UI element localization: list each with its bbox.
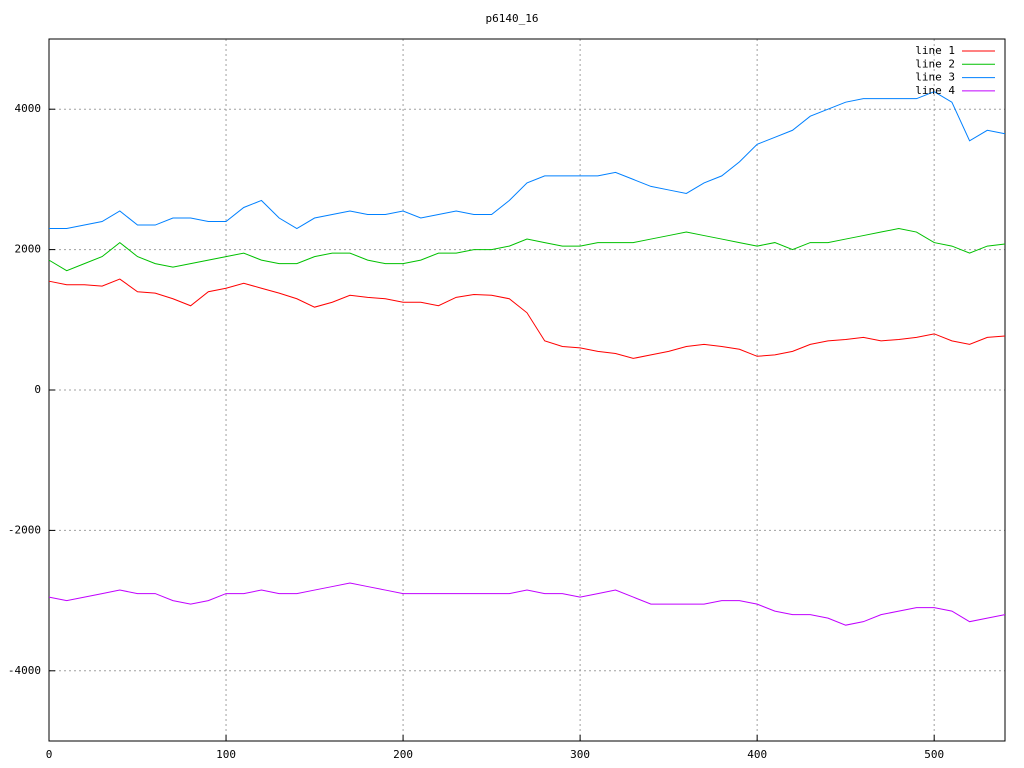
legend-label: line 4 [915, 84, 955, 97]
legend-label: line 1 [915, 44, 955, 57]
x-tick-label: 500 [924, 748, 944, 761]
y-tick-label: 4000 [15, 102, 42, 115]
plot-border [48, 38, 1006, 742]
data-line [49, 91, 1006, 230]
y-tick-label: -2000 [8, 523, 41, 536]
legend-label: line 2 [915, 57, 955, 70]
chart-title: p6140_16 [486, 12, 539, 25]
data-line [48, 582, 1006, 626]
data-line [48, 228, 1006, 272]
y-tick-label: 2000 [15, 243, 42, 256]
data-line [48, 278, 1006, 359]
x-tick-label: 200 [393, 748, 413, 761]
x-tick-label: 400 [747, 748, 767, 761]
x-tick-label: 0 [46, 748, 53, 761]
legend-label: line 3 [915, 71, 955, 84]
x-tick-label: 300 [570, 748, 590, 761]
x-tick-label: 100 [216, 748, 236, 761]
y-tick-label: -4000 [8, 664, 41, 677]
y-tick-label: 0 [34, 383, 41, 396]
